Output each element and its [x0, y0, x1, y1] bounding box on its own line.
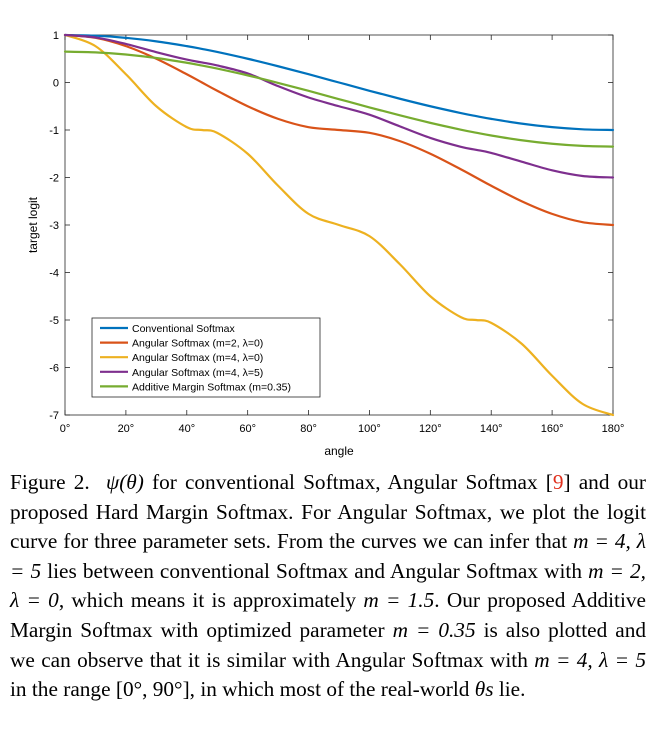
caption-math: [0°, 90°] [115, 677, 190, 702]
y-tick-label: -5 [49, 315, 59, 327]
caption-math: m = 0.35 [392, 617, 476, 642]
caption-text: in the range [10, 677, 116, 702]
series-angular-softmax-m4-lambda5-line [63, 33, 615, 179]
y-tick-label: 1 [53, 30, 59, 42]
caption-math: θs [474, 677, 494, 702]
x-tick-label: 80° [300, 423, 317, 435]
x-tick-label: 120° [419, 423, 442, 435]
y-tick-label: -1 [49, 125, 59, 137]
caption-label: Figure 2. [10, 470, 90, 494]
x-tick-label: 60° [239, 423, 256, 435]
caption-text: is also plotted and we can observe that … [10, 617, 646, 672]
caption-text: lies between conventional Softmax and An… [41, 558, 589, 583]
caption-math: m = 2, λ = 0 [10, 558, 646, 613]
y-tick-label: -6 [49, 363, 59, 375]
series-additive-margin-softmax-line [63, 50, 615, 148]
x-tick-label: 100° [358, 423, 381, 435]
citation-link[interactable]: 9 [552, 470, 564, 494]
series-conventional-softmax-line [63, 33, 615, 132]
y-axis-label: target logit [26, 196, 40, 253]
caption-psi-expr: ψ(θ) [105, 470, 144, 494]
caption-text: , which means it is approximately [58, 588, 364, 613]
caption-text: for conventional Softmax, Angular Softma… [143, 470, 553, 494]
y-tick-label: 0 [53, 78, 59, 90]
y-tick-label: -7 [49, 410, 59, 422]
x-tick-label: 160° [541, 423, 564, 435]
x-axis-label: angle [324, 444, 354, 458]
y-tick-label: -2 [49, 173, 59, 185]
x-tick-label: 140° [480, 423, 503, 435]
caption-text: ] and our proposed Hard Margin Softmax. … [10, 470, 646, 554]
x-tick-label: 40° [178, 423, 195, 435]
legend-label: Conventional Softmax [132, 323, 235, 335]
legend-box [91, 317, 321, 398]
y-tick-label: -3 [49, 220, 59, 232]
caption-math: m = 1.5 [363, 588, 435, 613]
figure-caption: Figure 2. ψ(θ) for conventional Softmax,… [10, 468, 646, 705]
series-angular-softmax-m4-line [63, 33, 615, 417]
figure-chart: 0° 20° 40° 60° 80° 100° 120° 140° 160° 180° 1 0 -1 -2… [26, 30, 625, 458]
caption-text: , in which most of the real-world [189, 677, 475, 702]
caption-text: . Our proposed Additive Margin Softmax w… [10, 588, 646, 642]
caption-math: m = 4, λ = 5 [534, 647, 646, 672]
line-chart: 0° 20° 40° 60° 80° 100° 120° 140° 160° 180° 1 0 -1 -2… [26, 30, 625, 458]
legend-label: Angular Softmax (m=2, λ=0) [132, 338, 263, 350]
x-tick-label: 20° [118, 423, 135, 435]
x-tick-label: 180° [602, 423, 625, 435]
y-tick-label: -4 [49, 268, 59, 280]
series-angular-softmax-m2-line [63, 33, 615, 227]
caption-math: m = 4, λ = 5 [10, 529, 647, 583]
legend-label: Additive Margin Softmax (m=0.35) [132, 381, 291, 393]
legend-label: Angular Softmax (m=4, λ=0) [132, 352, 263, 364]
legend-label: Angular Softmax (m=4, λ=5) [132, 367, 263, 379]
caption-text: lie. [493, 677, 526, 702]
x-tick-label: 0° [60, 423, 71, 435]
